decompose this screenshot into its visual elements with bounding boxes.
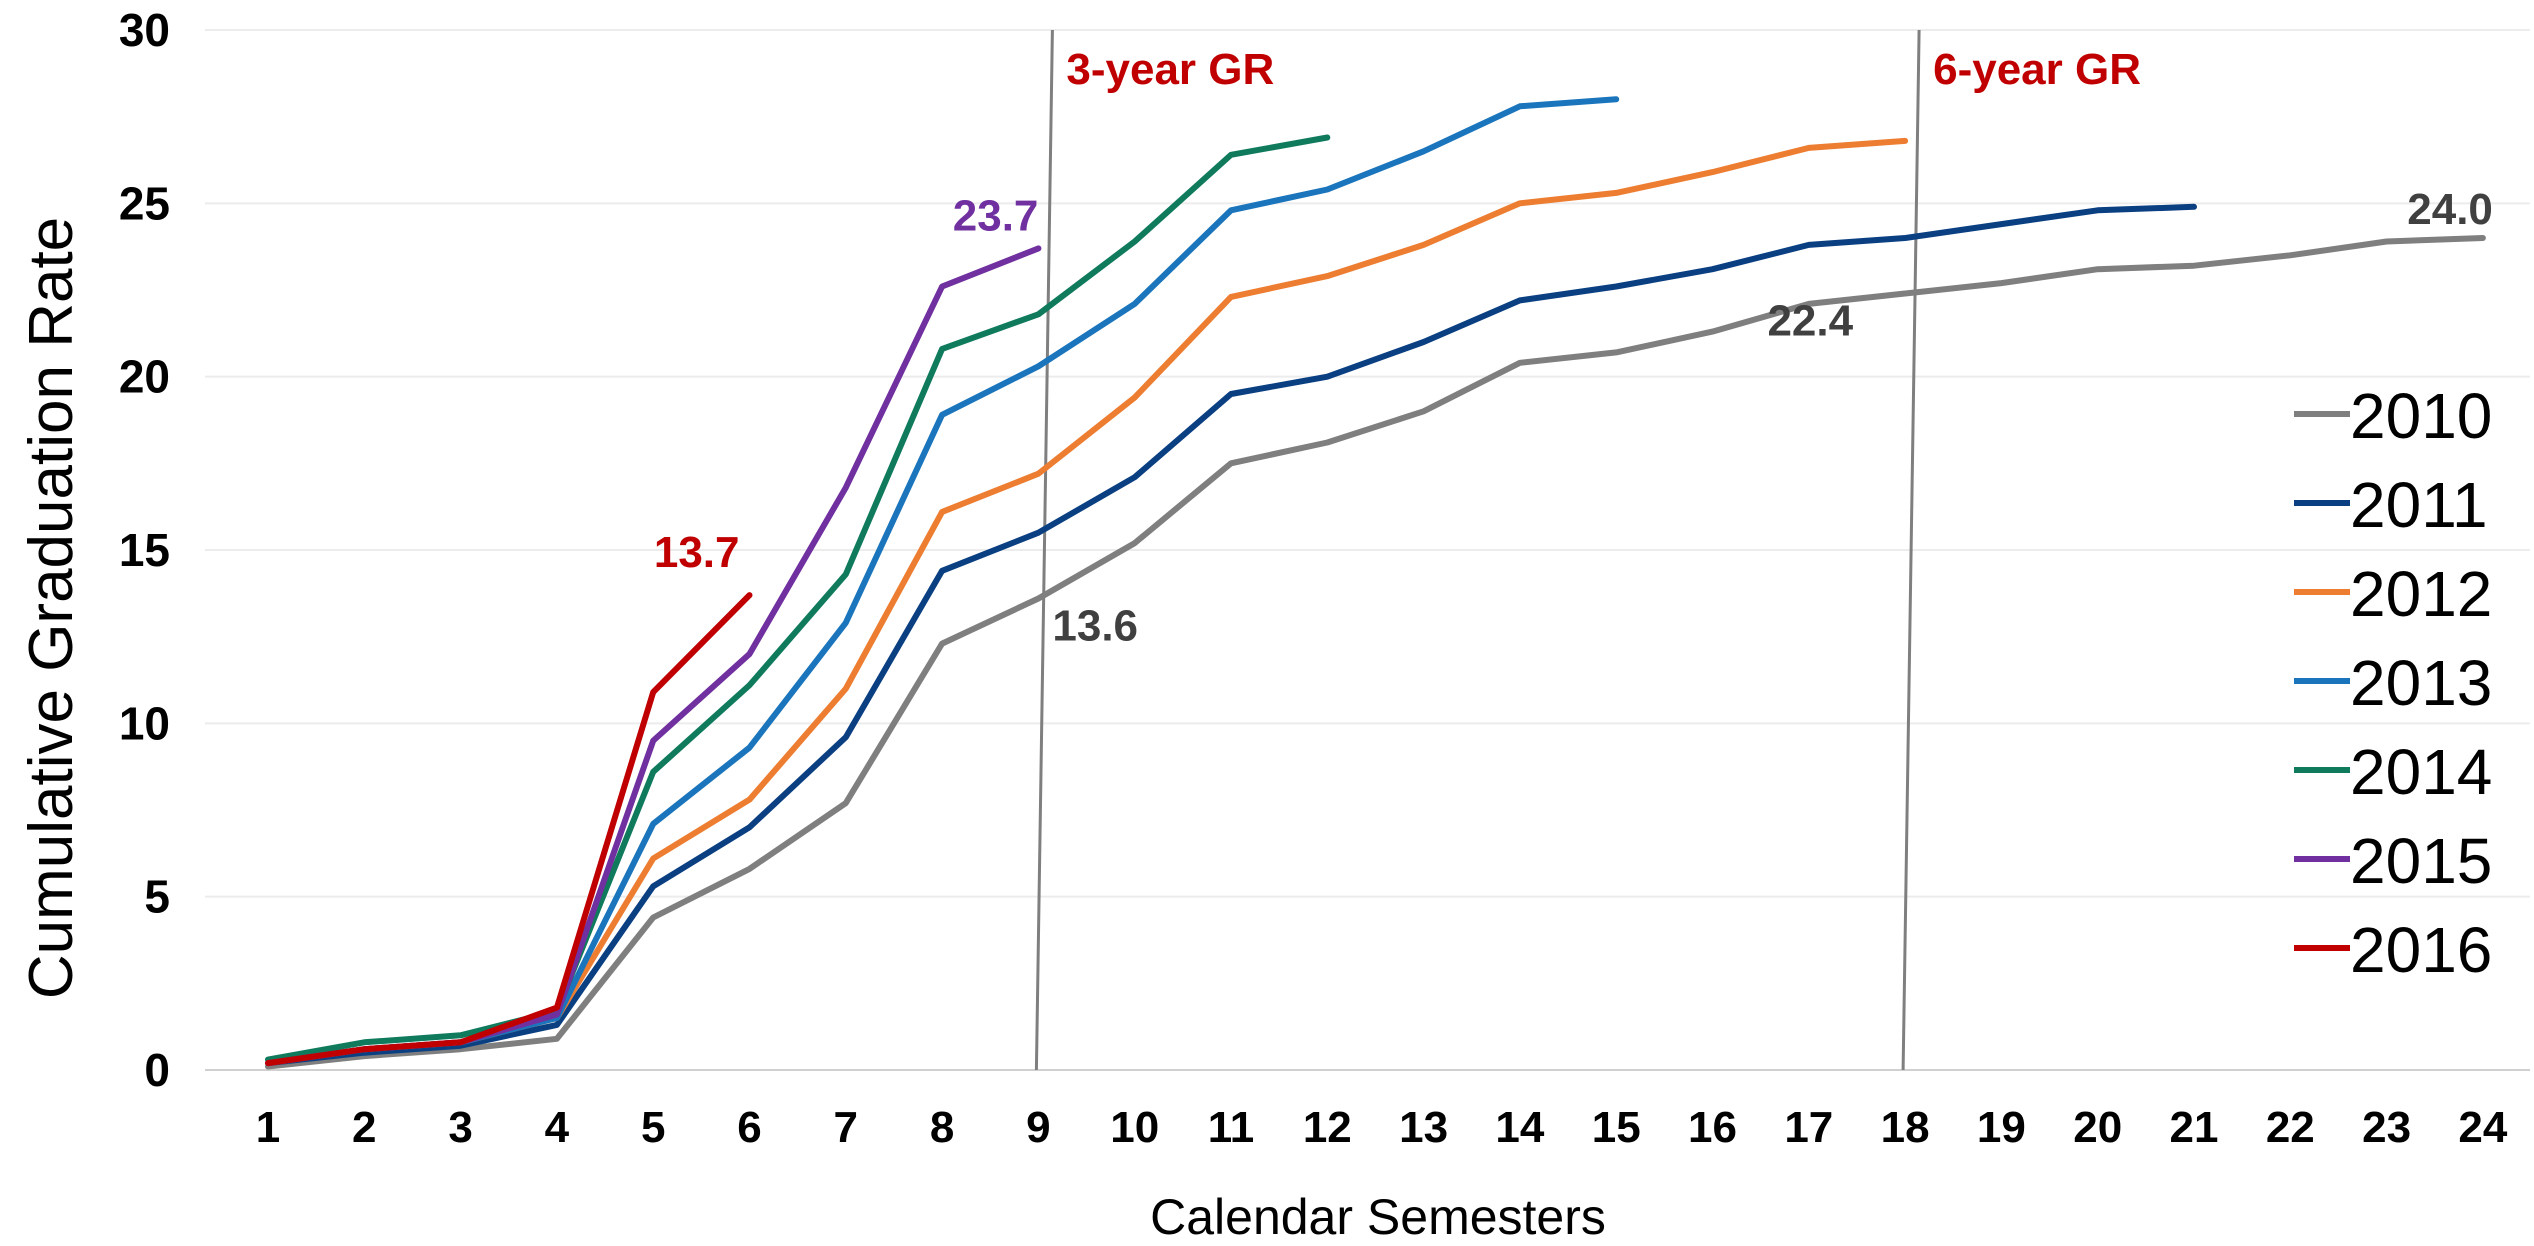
reference-line: [1034, 29, 1054, 1071]
x-tick-label: 14: [1495, 1103, 1544, 1152]
reference-line: [1901, 29, 1921, 1071]
x-tick-label: 6: [737, 1103, 761, 1152]
y-tick-label: 20: [119, 351, 170, 403]
y-tick-label: 30: [119, 4, 170, 56]
gridlines: [205, 29, 2530, 1071]
x-axis-title: Calendar Semesters: [1150, 1189, 1606, 1245]
legend-label: 2013: [2350, 647, 2492, 719]
legend-label: 2014: [2350, 736, 2492, 808]
data-label: 13.6: [1052, 602, 1138, 651]
data-label: 22.4: [1767, 296, 1853, 345]
y-axis-tick-labels: 0 5 10 15 20 25 30: [119, 4, 170, 1096]
reference-lines: 3-year GR 6-year GR: [1034, 29, 2141, 1071]
x-tick-label: 15: [1592, 1103, 1641, 1152]
x-tick-label: 24: [2458, 1103, 2507, 1152]
x-tick-label: 16: [1688, 1103, 1737, 1152]
data-label: 13.7: [654, 528, 740, 577]
series-line-2013: [265, 96, 1620, 1067]
x-tick-label: 11: [1208, 1103, 1255, 1152]
x-tick-label: 10: [1110, 1103, 1159, 1152]
x-tick-label: 22: [2266, 1103, 2315, 1152]
x-tick-label: 19: [1977, 1103, 2026, 1152]
x-tick-label: 9: [1026, 1103, 1050, 1152]
series-line-2014: [265, 134, 1331, 1063]
x-tick-label: 13: [1399, 1103, 1448, 1152]
series-line-2010: [265, 235, 2486, 1070]
x-tick-label: 12: [1303, 1103, 1352, 1152]
y-tick-label: 0: [144, 1044, 170, 1096]
data-label: 24.0: [2407, 185, 2493, 234]
x-tick-label: 1: [256, 1103, 280, 1152]
legend-label: 2015: [2350, 825, 2492, 897]
x-tick-label: 5: [641, 1103, 665, 1152]
x-axis-tick-labels: 1 2 3 4 5 6 7 8 9 10 11 12 13 14 15 16 17 18 19 20 21 22 23 24: [256, 1103, 2508, 1152]
legend: 2010 2011 2012 2013 2014 2015 2016: [2294, 380, 2492, 986]
x-tick-label: 23: [2362, 1103, 2411, 1152]
series-lines: [265, 96, 2486, 1070]
data-label: 23.7: [953, 191, 1039, 240]
x-tick-label: 8: [930, 1103, 954, 1152]
series-line-2015: [265, 245, 1042, 1067]
legend-label: 2011: [2350, 469, 2488, 541]
x-tick-label: 3: [448, 1103, 472, 1152]
data-annotations: 13.7 23.7 13.6 22.4 24.0: [654, 185, 2493, 651]
y-tick-label: 5: [144, 871, 170, 923]
legend-label: 2016: [2350, 914, 2492, 986]
series-line-2016: [265, 592, 753, 1067]
y-axis-title: Cumulative Graduation Rate: [17, 217, 86, 999]
reference-line-label: 3-year GR: [1066, 45, 1274, 94]
y-tick-label: 25: [119, 177, 170, 229]
x-tick-label: 4: [545, 1103, 570, 1152]
y-tick-label: 10: [119, 697, 170, 749]
x-tick-label: 17: [1784, 1103, 1833, 1152]
legend-label: 2010: [2350, 380, 2492, 452]
x-tick-label: 18: [1881, 1103, 1930, 1152]
reference-line-label: 6-year GR: [1933, 45, 2141, 94]
series-line-2011: [265, 203, 2197, 1067]
y-tick-label: 15: [119, 524, 170, 576]
x-tick-label: 7: [834, 1103, 858, 1152]
x-tick-label: 21: [2170, 1103, 2219, 1152]
x-tick-label: 20: [2073, 1103, 2122, 1152]
legend-label: 2012: [2350, 558, 2492, 630]
x-tick-label: 2: [352, 1103, 376, 1152]
